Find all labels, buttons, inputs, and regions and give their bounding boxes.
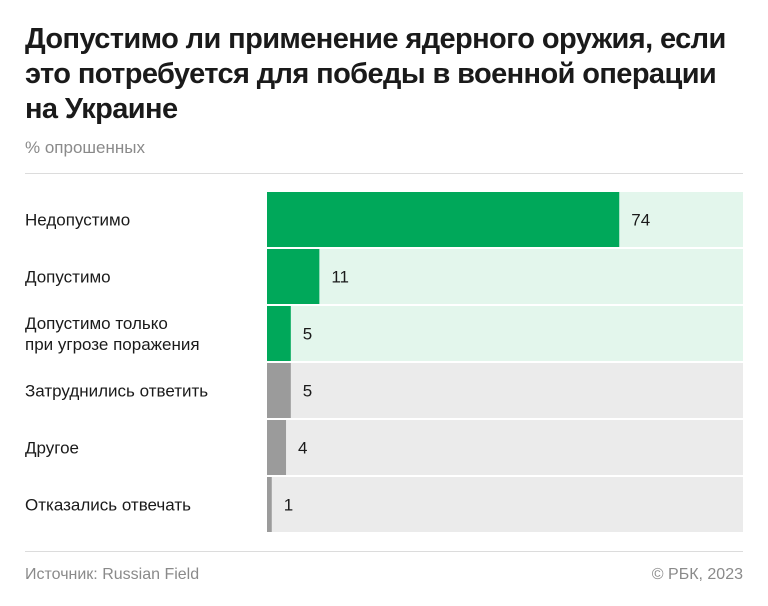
bar — [267, 477, 272, 532]
category-label: Недопустимо — [25, 211, 130, 230]
category-label-line: Другое — [25, 439, 79, 458]
copyright-note: © РБК, 2023 — [651, 566, 743, 583]
value-label: 11 — [331, 268, 349, 287]
bar — [267, 306, 291, 361]
category-label: Другое — [25, 439, 79, 458]
chart-subtitle: % опрошенных — [25, 138, 145, 157]
source-note: Источник: Russian Field — [25, 566, 200, 583]
bar-track — [267, 420, 743, 475]
category-label: Отказались отвечать — [25, 496, 191, 515]
bar — [267, 192, 620, 247]
category-label-line: Отказались отвечать — [25, 496, 191, 515]
bar-track — [267, 249, 743, 304]
category-label: Затруднились ответить — [25, 382, 208, 401]
category-label-line: Допустимо — [25, 268, 111, 287]
bar-track — [267, 363, 743, 418]
category-label-line: при угрозе поражения — [25, 335, 200, 354]
category-label-line: Затруднились ответить — [25, 382, 208, 401]
category-label-line: Допустимо только — [25, 314, 168, 333]
category-label: Допустимо только при угрозе поражения — [25, 314, 200, 354]
top-divider — [25, 173, 743, 174]
value-label: 5 — [303, 325, 312, 344]
chart-title: Допустимо ли применение ядерного оружия,… — [25, 23, 726, 125]
bar-track — [267, 477, 743, 532]
bar — [267, 420, 287, 475]
value-label: 1 — [284, 496, 293, 515]
bottom-divider — [25, 551, 743, 552]
bar — [267, 363, 291, 418]
value-label: 74 — [631, 211, 650, 230]
category-label-line: Недопустимо — [25, 211, 130, 230]
bar-track — [267, 306, 743, 361]
category-label: Допустимо — [25, 268, 111, 287]
value-label: 4 — [298, 439, 307, 458]
bar — [267, 249, 320, 304]
value-label: 5 — [303, 382, 312, 401]
